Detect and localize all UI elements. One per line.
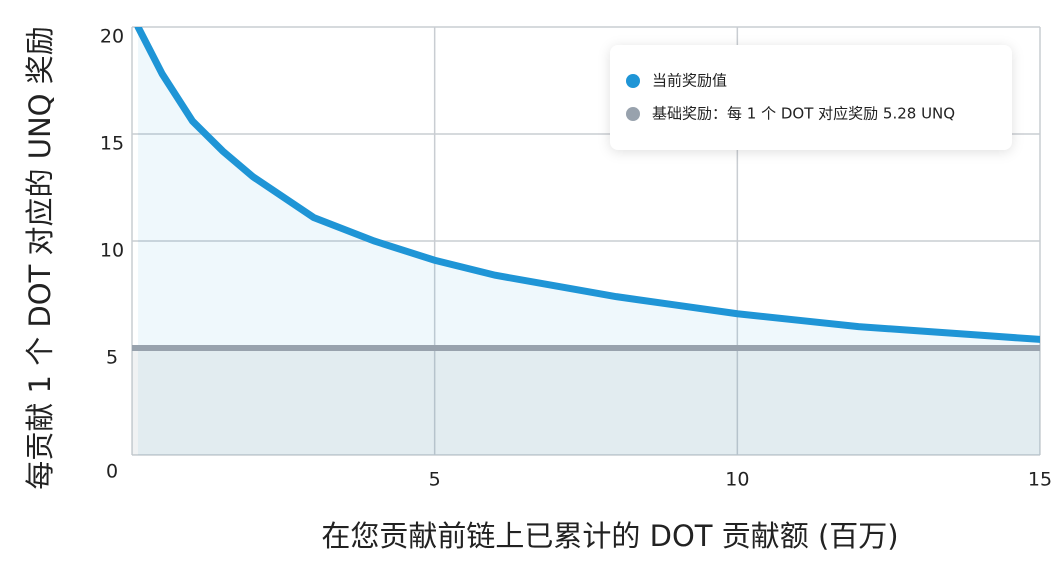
y-axis-title: 每贡献 1 个 DOT 对应的 UNQ 奖励: [23, 26, 57, 489]
y-tick-label: 15: [100, 133, 124, 155]
x-axis-title: 在您贡献前链上已累计的 DOT 贡献额 (百万): [321, 519, 898, 553]
x-tick-label: 15: [1028, 469, 1052, 491]
x-tick-label: 10: [725, 469, 749, 491]
y-tick-label: 10: [100, 240, 124, 262]
y-tick-label: 5: [106, 347, 118, 369]
y-tick-label: 0: [106, 461, 118, 483]
series-line: [134, 27, 1040, 343]
lines: [132, 27, 1040, 351]
legend-marker: [626, 74, 640, 88]
legend-marker: [626, 107, 640, 121]
legend-box: [610, 45, 1012, 150]
legend-label: 当前奖励值: [652, 72, 727, 90]
legend-label: 基础奖励：每 1 个 DOT 对应奖励 5.28 UNQ: [652, 105, 955, 123]
y-tick-label: 20: [100, 26, 124, 48]
x-tick-label: 5: [429, 469, 441, 491]
